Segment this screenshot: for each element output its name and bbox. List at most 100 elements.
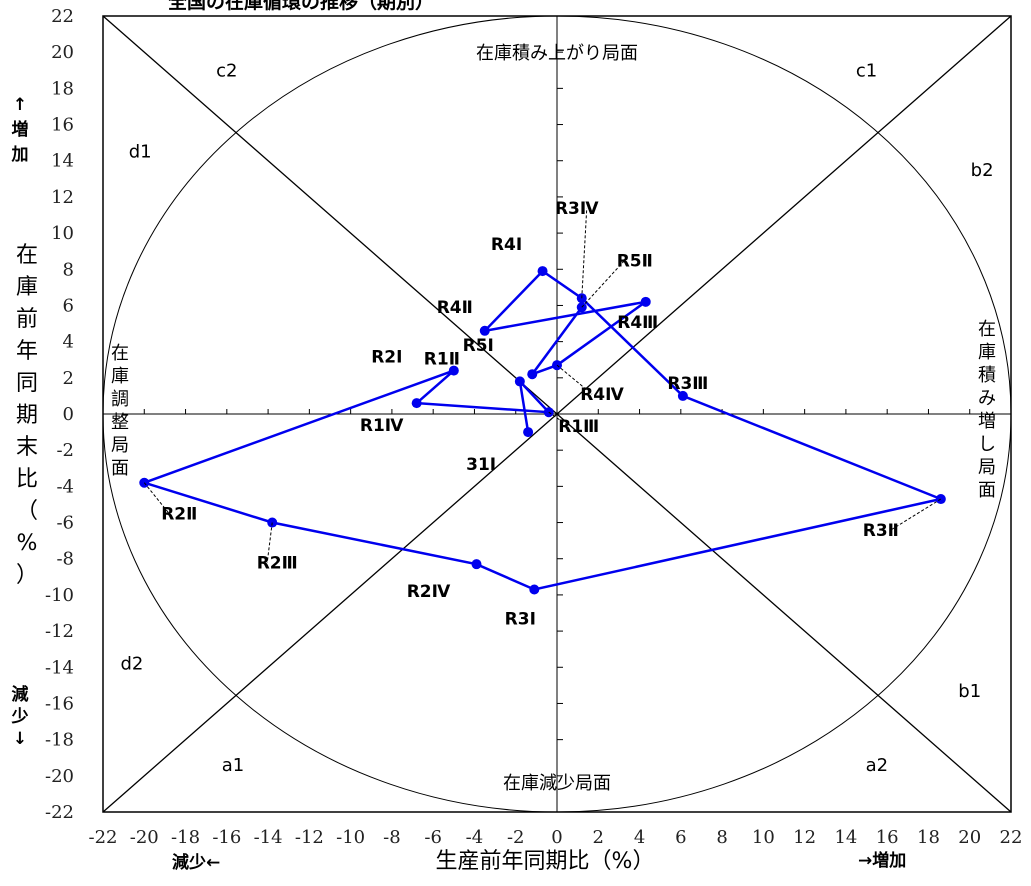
point-label: R5Ⅱ — [617, 251, 653, 271]
x-tick-label: 22 — [1000, 827, 1023, 848]
point-label: R4Ⅰ — [491, 235, 522, 255]
y-tick-label: -6 — [56, 513, 74, 534]
region-label: d1 — [129, 142, 152, 163]
y-tick-label: -14 — [45, 657, 74, 678]
axis-ticks: -22 -20 -18 -16 -14 -12 -10 -8 -6 -4 -2 0 2 4 6 8 10 12 14… — [45, 6, 1022, 848]
data-point — [527, 369, 538, 380]
point-label: R1Ⅳ — [360, 416, 404, 436]
x-tick-label: 0 — [551, 827, 562, 848]
y-tick-label: 4 — [63, 332, 74, 353]
label-leader — [581, 208, 588, 299]
point-label: R3Ⅳ — [555, 199, 599, 219]
point-label: R1Ⅲ — [558, 417, 599, 437]
y-tick-label: -12 — [45, 621, 74, 642]
data-point — [514, 376, 525, 387]
data-point — [448, 365, 459, 376]
plot-frame — [102, 15, 1012, 813]
region-label: a1 — [222, 755, 244, 776]
x-tick-label: -18 — [171, 827, 200, 848]
data-point — [523, 427, 534, 438]
data-point — [677, 390, 688, 401]
region-label: b2 — [971, 160, 994, 181]
data-series — [139, 266, 946, 595]
x-tick-label: 12 — [793, 827, 816, 848]
point-label: R2Ⅳ — [407, 582, 451, 602]
x-tick-label: -12 — [295, 827, 324, 848]
data-point — [640, 296, 651, 307]
x-direction-left: 減少← — [172, 852, 220, 873]
y-tick-label: 10 — [51, 223, 74, 244]
x-direction-right: →増加 — [858, 850, 906, 871]
y-tick-label: 8 — [63, 259, 74, 280]
y-tick-label: 2 — [63, 368, 74, 389]
y-tick-label: -20 — [45, 766, 74, 787]
x-tick-label: -8 — [383, 827, 401, 848]
x-tick-label: 16 — [876, 827, 899, 848]
x-tick-label: 14 — [834, 827, 857, 848]
y-tick-label: 22 — [51, 6, 74, 27]
region-label: a2 — [866, 755, 888, 776]
x-tick-label: 20 — [958, 827, 981, 848]
data-point — [537, 266, 548, 277]
point-label: R5Ⅰ — [463, 336, 494, 356]
point-label: R4Ⅳ — [580, 385, 624, 405]
label-leader — [143, 482, 170, 515]
x-tick-label: 10 — [752, 827, 775, 848]
series-line — [140, 269, 946, 591]
label-leader — [581, 259, 626, 308]
x-tick-label: 2 — [593, 827, 604, 848]
x-tick-label: 18 — [917, 827, 940, 848]
point-label: 31Ⅰ — [466, 455, 496, 475]
y-tick-label: -16 — [45, 693, 74, 714]
y-tick-label: -18 — [45, 730, 74, 751]
y-tick-label: -8 — [56, 549, 74, 570]
y-tick-label: 12 — [51, 187, 74, 208]
x-tick-label: -22 — [89, 827, 118, 848]
y-tick-label: 0 — [63, 404, 74, 425]
region-label: b1 — [958, 681, 981, 702]
x-tick-label: -4 — [466, 827, 484, 848]
point-label: R2Ⅲ — [257, 554, 298, 574]
point-label: R2Ⅱ — [161, 505, 197, 525]
point-labels: 31Ⅰ R1Ⅱ R1Ⅲ R1Ⅳ R2Ⅰ R2Ⅱ R2Ⅲ R2Ⅳ R3Ⅰ R3Ⅱ R3Ⅲ R3Ⅳ R4Ⅰ R… — [143, 199, 942, 629]
y-tick-label: 16 — [51, 115, 74, 136]
x-tick-label: -14 — [254, 827, 283, 848]
x-tick-label: 6 — [675, 827, 686, 848]
label-leader — [556, 364, 593, 395]
point-label: R3Ⅱ — [863, 521, 899, 541]
y-tick-label: -22 — [45, 802, 74, 823]
x-tick-label: -2 — [507, 827, 525, 848]
x-tick-label: -10 — [336, 827, 365, 848]
y-direction-up: ↑増加 — [11, 95, 29, 165]
data-point — [471, 559, 482, 570]
point-label: R4Ⅱ — [437, 298, 473, 318]
point-label: R1Ⅱ — [424, 349, 460, 369]
phase-label-bottom: 在庫減少局面 — [503, 773, 611, 794]
data-point — [529, 584, 540, 595]
phase-label-top: 在庫積み上がり局面 — [476, 43, 638, 64]
data-point — [411, 398, 422, 409]
y-tick-label: -4 — [56, 476, 74, 497]
point-label: R3Ⅲ — [667, 374, 708, 394]
y-axis-title: 在庫前年同期末比（%） — [16, 243, 38, 588]
data-point — [479, 325, 490, 336]
label-leader — [266, 522, 273, 563]
chart-title: 全国の在庫循環の推移（期別） — [167, 0, 434, 13]
x-tick-label: -16 — [212, 827, 241, 848]
x-tick-label: -20 — [130, 827, 159, 848]
y-tick-label: -2 — [56, 440, 74, 461]
y-tick-label: 6 — [63, 295, 74, 316]
y-tick-label: 18 — [51, 78, 74, 99]
phase-label-right: 在庫積み増し局面 — [978, 319, 996, 501]
label-leader — [548, 411, 570, 427]
x-axis-title: 生産前年同期比（%） — [436, 849, 655, 874]
diagonal-line — [102, 15, 1012, 813]
y-direction-down: 減少↓ — [11, 684, 29, 749]
point-label: R3Ⅰ — [505, 609, 536, 629]
x-tick-label: -6 — [424, 827, 442, 848]
region-label: c2 — [216, 60, 237, 81]
x-tick-label: 8 — [716, 827, 727, 848]
